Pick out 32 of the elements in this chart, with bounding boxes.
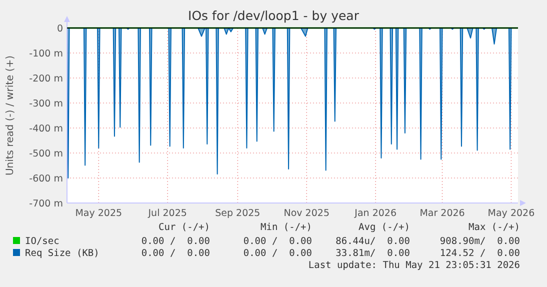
text: 33.81m/ 0.00 xyxy=(336,248,410,259)
y-tick-label: 0 xyxy=(56,24,63,34)
y-tick-label: -700 m xyxy=(29,198,63,210)
text: 0.00 / 0.00 xyxy=(141,236,210,247)
x-tick-label: Jan 2026 xyxy=(354,208,396,219)
y-axis-title: Units read (-) / write (+) xyxy=(5,55,16,176)
x-tick-label: May 2025 xyxy=(75,208,122,219)
y-tick-label: -400 m xyxy=(29,124,63,134)
text: Last update: Thu May 21 23:05:31 2026 xyxy=(308,260,520,271)
text: 908.90m/ 0.00 xyxy=(440,236,520,247)
y-tick-label: -300 m xyxy=(29,98,63,110)
legend-label: Req Size (KB) xyxy=(25,248,100,259)
text: Max (-/+) xyxy=(468,222,520,233)
text: Min (-/+) xyxy=(260,222,312,233)
x-tick-label: Nov 2025 xyxy=(284,208,330,219)
x-tick-label: Sep 2025 xyxy=(215,208,260,219)
legend-label: IO/sec xyxy=(25,236,60,247)
text: 86.44u/ 0.00 xyxy=(336,236,410,247)
x-tick-label: Jul 2025 xyxy=(147,208,187,219)
text: 124.52 / 0.00 xyxy=(440,248,520,259)
y-tick-label: -500 m xyxy=(29,148,63,160)
y-tick-label: -600 m xyxy=(29,174,63,184)
text: 0.00 / 0.00 xyxy=(141,248,210,259)
text: 0.00 / 0.00 xyxy=(243,248,312,259)
x-tick-label: May 2026 xyxy=(488,208,535,219)
y-tick-label: -200 m xyxy=(29,74,63,84)
text: 0.00 / 0.00 xyxy=(243,236,312,247)
text: Avg (-/+) xyxy=(358,222,410,233)
chart-title: IOs for /dev/loop1 - by year xyxy=(188,8,360,23)
text: Cur (-/+) xyxy=(158,222,210,233)
x-tick-label: Mar 2026 xyxy=(420,208,465,219)
y-tick-label: -100 m xyxy=(29,48,63,60)
